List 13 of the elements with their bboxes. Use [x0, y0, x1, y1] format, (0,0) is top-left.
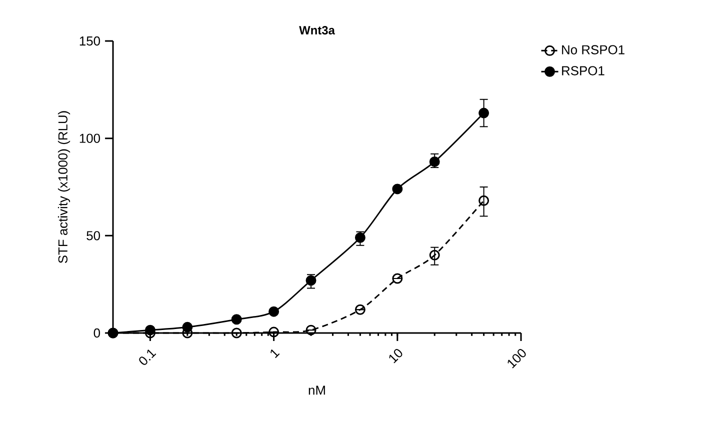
legend-label: No RSPO1 — [562, 45, 624, 54]
x-axis-title: nM — [308, 386, 325, 395]
x-tick-label: 100 — [508, 349, 526, 368]
x-tick-label: 1 — [270, 349, 280, 358]
y-axis-title: STF activity (x1000) (RLU) — [58, 111, 70, 264]
x-tick-label: 0.1 — [139, 349, 156, 365]
chart-title: Wnt3a — [299, 26, 336, 35]
legend-label: RSPO1 — [562, 66, 604, 76]
x-tick-label: 10 — [389, 349, 402, 364]
y-tick-label: 100 — [80, 134, 100, 143]
y-tick-label: 150 — [80, 36, 100, 46]
y-tick-label: 50 — [86, 231, 100, 240]
y-tick-label: 0 — [94, 328, 100, 338]
